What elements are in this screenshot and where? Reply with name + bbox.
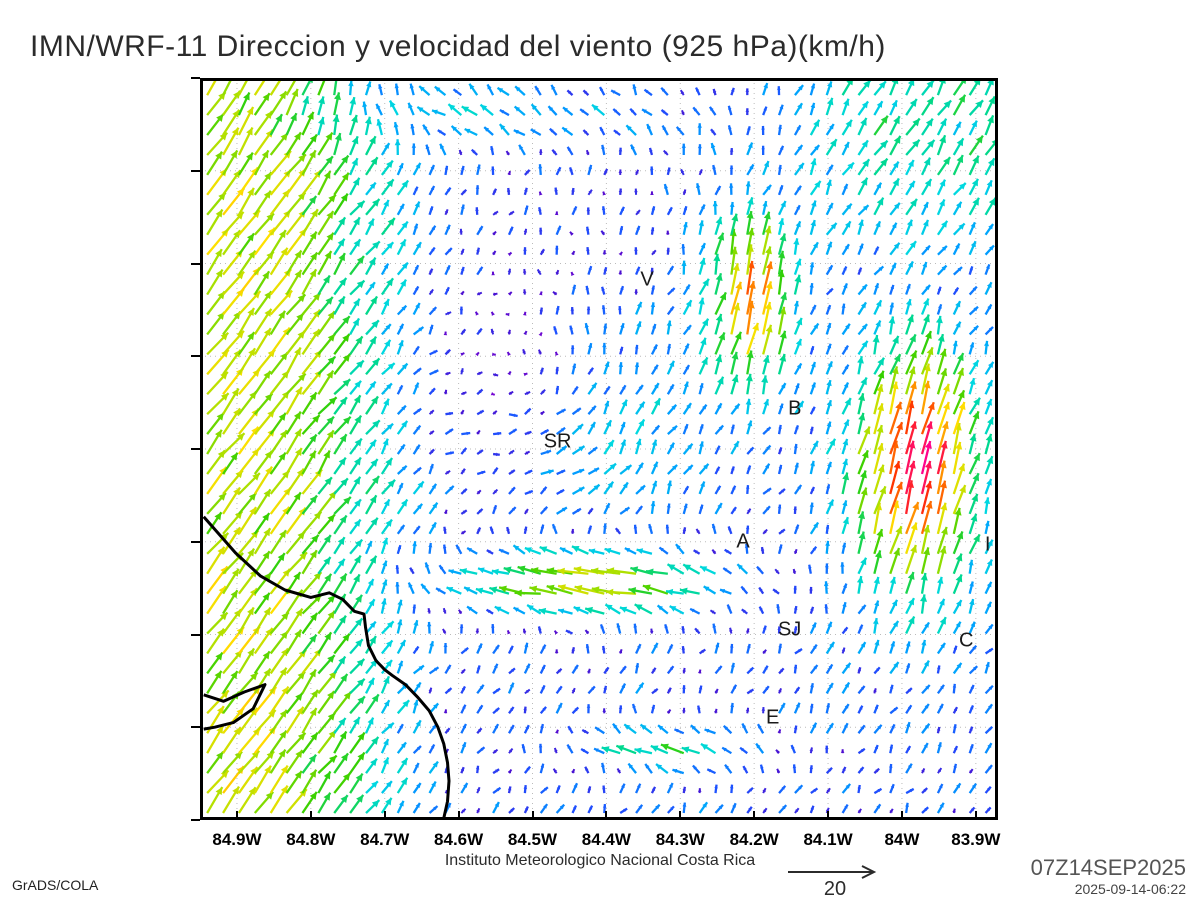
- generation-timestamp: 2025-09-14-06:22: [1075, 881, 1186, 897]
- longitude-tick-mark: [975, 811, 977, 820]
- longitude-tick-label: 84.1W: [803, 830, 852, 850]
- longitude-tick-label: 84.4W: [582, 830, 631, 850]
- latitude-tick-mark: [191, 819, 200, 821]
- longitude-tick-mark: [679, 811, 681, 820]
- longitude-tick-label: 84.2W: [730, 830, 779, 850]
- model-run-stamp: 07Z14SEP2025: [1031, 855, 1186, 881]
- latitude-tick-mark: [191, 448, 200, 450]
- longitude-tick-label: 84.8W: [286, 830, 335, 850]
- longitude-tick-label: 84.5W: [508, 830, 557, 850]
- latitude-tick-mark: [191, 77, 200, 79]
- page-title: IMN/WRF-11 Direccion y velocidad del vie…: [30, 30, 886, 64]
- latitude-tick-mark: [191, 355, 200, 357]
- latitude-tick-mark: [191, 170, 200, 172]
- longitude-tick-mark: [901, 811, 903, 820]
- reference-vector-label: 20: [780, 878, 890, 901]
- longitude-tick-mark: [605, 811, 607, 820]
- longitude-tick-mark: [753, 811, 755, 820]
- longitude-tick-mark: [236, 811, 238, 820]
- latitude-tick-mark: [191, 634, 200, 636]
- longitude-tick-label: 84W: [884, 830, 919, 850]
- longitude-tick-mark: [532, 811, 534, 820]
- latitude-tick-mark: [191, 726, 200, 728]
- longitude-tick-label: 84.7W: [360, 830, 409, 850]
- longitude-tick-label: 83.9W: [951, 830, 1000, 850]
- longitude-tick-mark: [384, 811, 386, 820]
- longitude-tick-label: 84.6W: [434, 830, 483, 850]
- latitude-axis: 10.5N10.4N10.3N10.2N10.1N10N9.9N9.8N9.7N: [0, 78, 1200, 820]
- latitude-tick-mark: [191, 263, 200, 265]
- longitude-tick-mark: [458, 811, 460, 820]
- grads-credit: GrADS/COLA: [12, 877, 98, 893]
- latitude-tick-mark: [191, 541, 200, 543]
- longitude-tick-label: 84.9W: [212, 830, 261, 850]
- longitude-tick-label: 84.3W: [656, 830, 705, 850]
- longitude-tick-mark: [310, 811, 312, 820]
- longitude-tick-mark: [827, 811, 829, 820]
- institute-caption: Instituto Meteorologico Nacional Costa R…: [0, 852, 1200, 870]
